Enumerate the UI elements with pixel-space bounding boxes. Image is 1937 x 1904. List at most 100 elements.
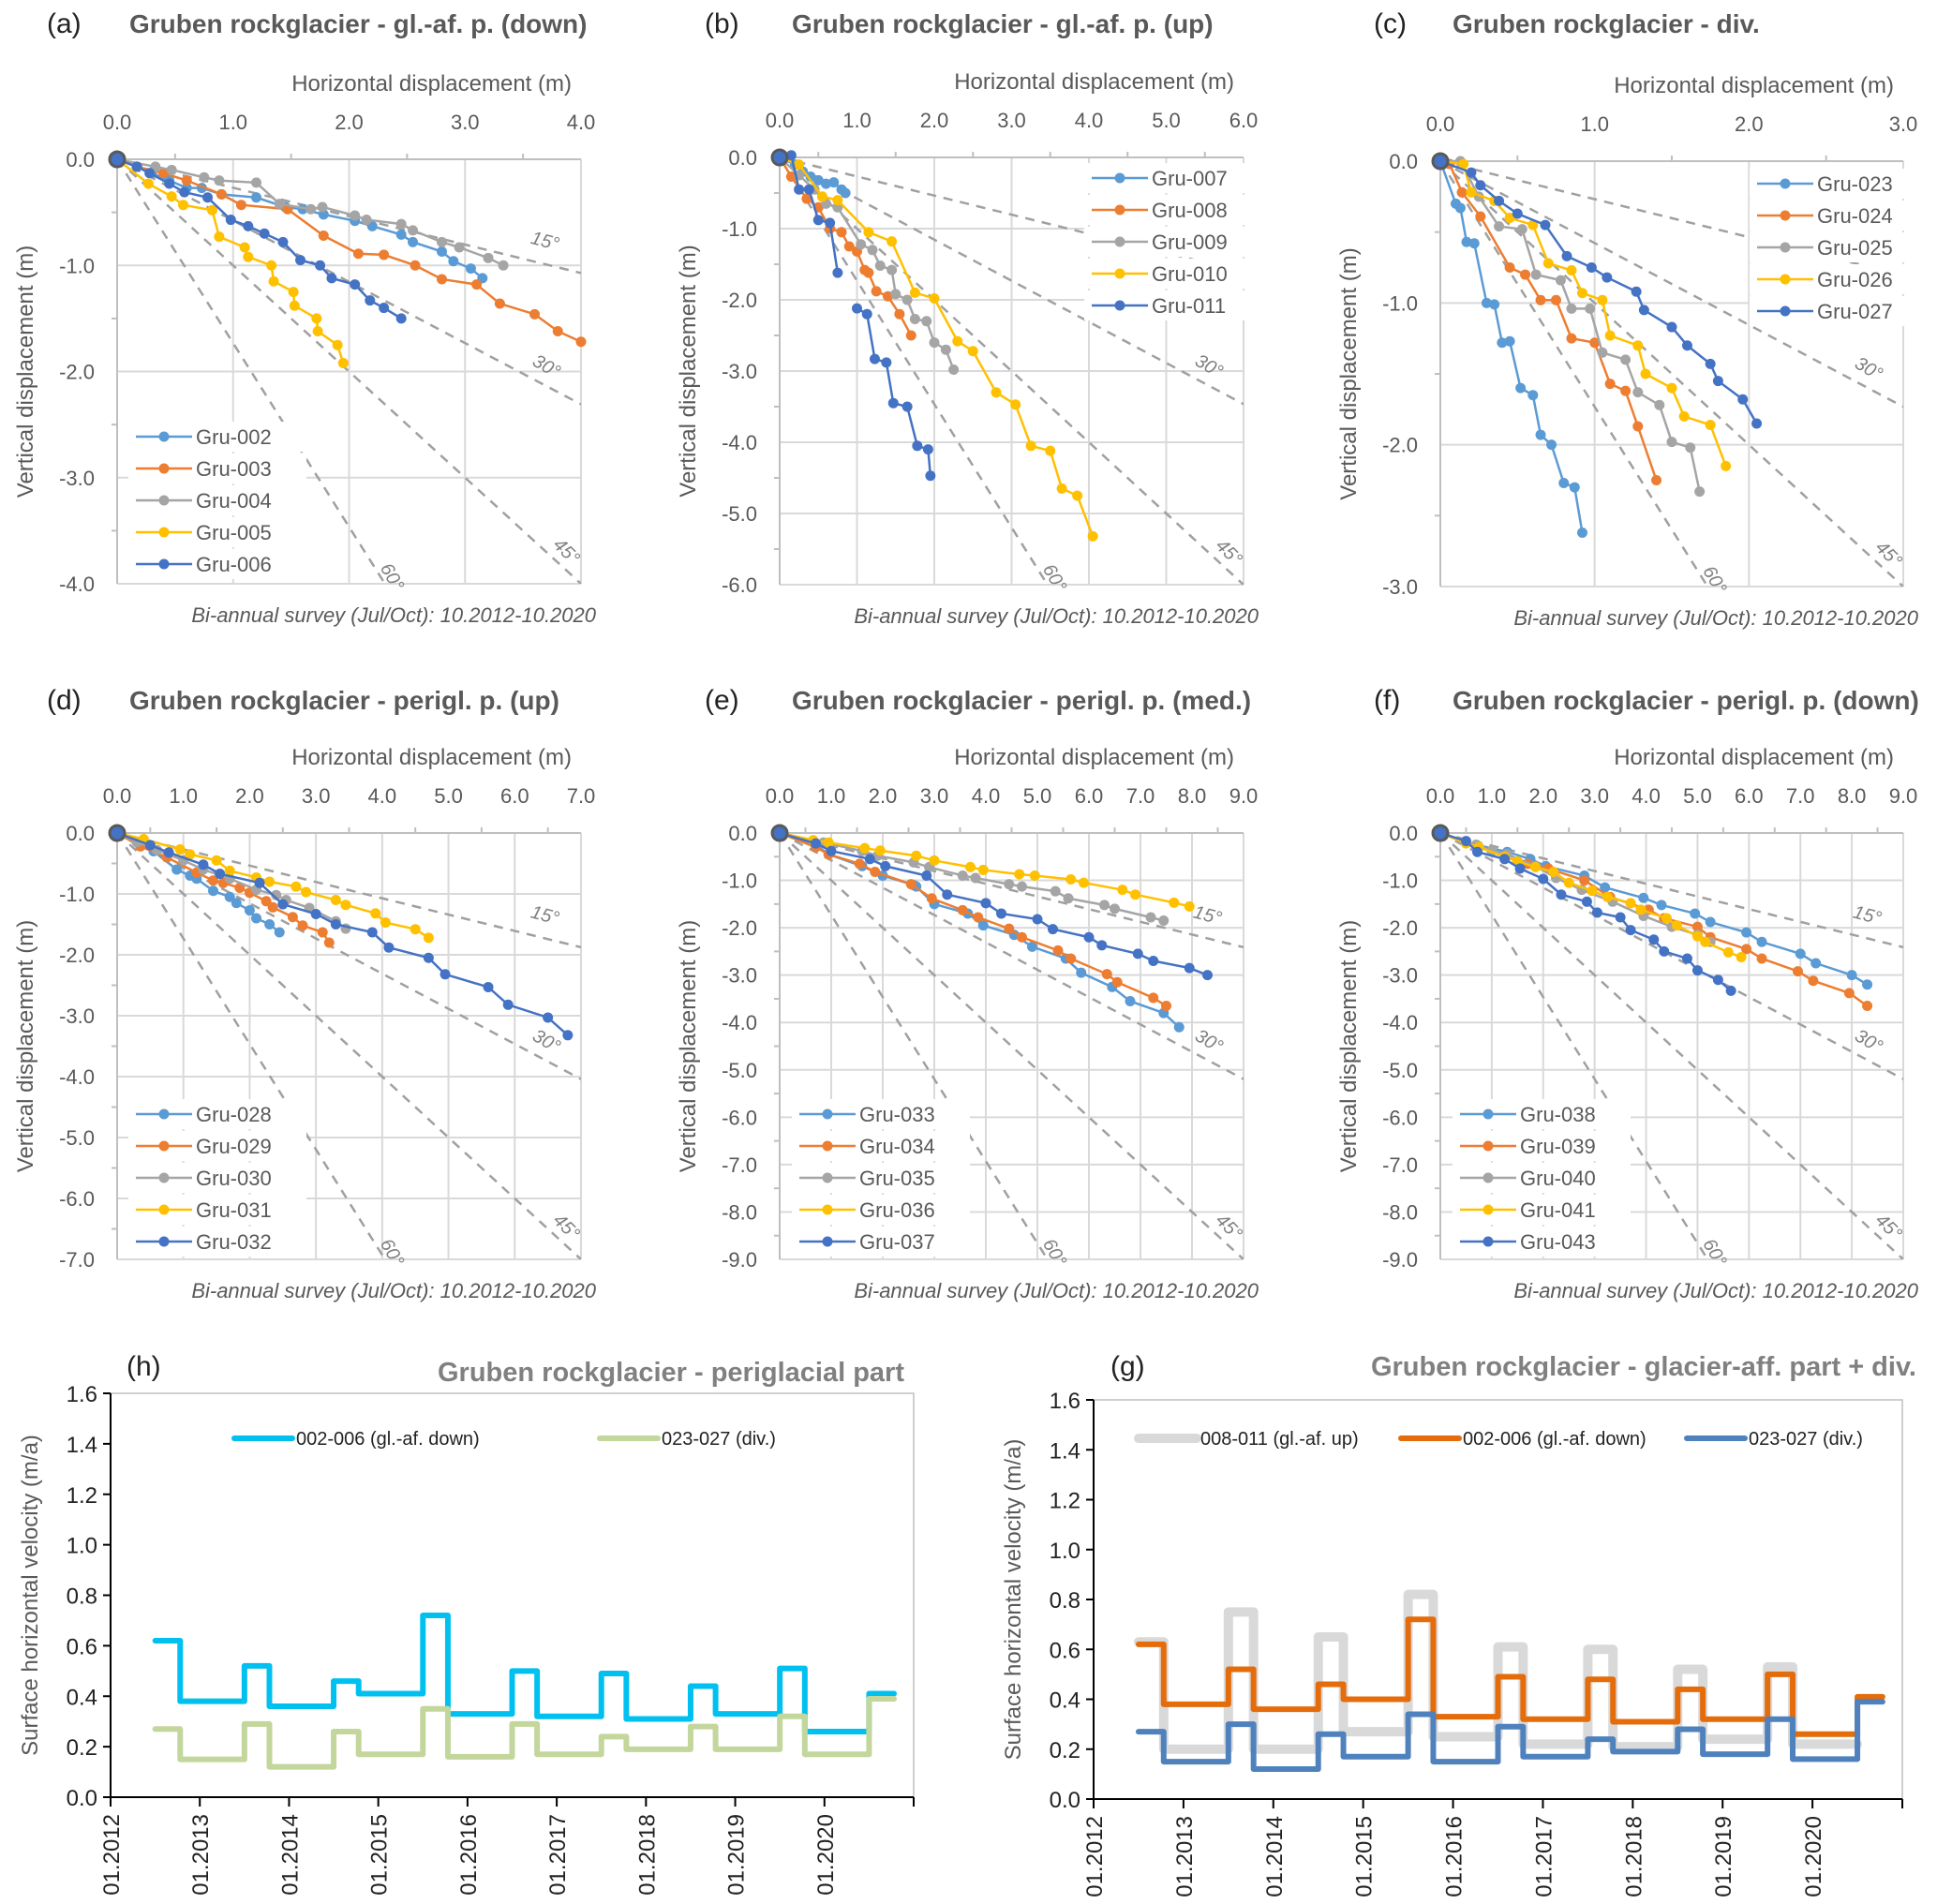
data-point [1489,299,1500,310]
data-point [310,908,321,919]
legend-marker [158,558,170,570]
y-tick-label: 0.6 [67,1634,97,1659]
x-tick-label: 6.0 [1075,784,1104,808]
data-point [1027,941,1037,952]
data-point [967,346,978,357]
data-point [1620,385,1632,396]
data-point [1466,186,1477,198]
legend-label: Gru-006 [196,553,272,576]
data-point [166,164,177,175]
x-tick-label: 01.2013 [188,1814,214,1896]
data-point [423,932,434,944]
angle-line-45 [1440,161,1903,587]
x-tick-label: 01.2020 [1801,1816,1826,1897]
data-point [215,869,226,880]
x-tick-label: 5.0 [1683,784,1712,808]
data-point [952,335,963,347]
data-point [142,178,154,189]
x-tick-label: 01.2016 [456,1814,482,1896]
data-point [267,901,278,913]
data-point [287,912,298,923]
legend-marker [1780,178,1791,189]
data-point [211,855,222,866]
data-point [288,287,299,298]
legend-label: Gru-028 [196,1103,272,1126]
legend-marker [1483,1204,1494,1215]
angle-line-30 [1440,161,1903,409]
y-tick-label: 0.0 [66,148,95,171]
data-point [350,279,361,290]
data-point [1148,992,1159,1004]
data-point [929,292,940,304]
data-point [870,866,881,877]
x-tick-label: 01.2017 [1531,1816,1557,1897]
legend-label: 023-027 (div.) [1749,1429,1863,1450]
chart-title: Gruben rockglacier - perigl. p. (med.) [792,686,1251,715]
y-axis-title: Vertical displacement (m) [1336,247,1362,499]
series-line-002-006 (gl.-af. down) [152,1613,898,1734]
angle-line-30 [117,833,581,1080]
data-point [379,249,390,260]
x-tick-label: 01.2019 [724,1814,750,1896]
data-point [832,201,843,213]
data-point [1558,478,1570,489]
data-point [254,877,265,888]
legend-label: 023-027 (div.) [662,1429,776,1450]
legend-label: Gru-031 [196,1198,272,1222]
y-tick-label: -6.0 [59,1187,95,1211]
series-line [779,831,1181,1029]
x-tick-label: 01.2012 [1082,1816,1108,1897]
y-axis-title: Vertical displacement (m) [13,920,38,1172]
data-point [437,246,447,258]
y-tick-label: -5.0 [59,1126,95,1150]
y-tick-label: 0.0 [1389,822,1418,845]
data-point [1681,340,1692,351]
legend-marker [1483,1236,1494,1247]
x-tick-label: 5.0 [434,784,463,808]
data-point [794,184,805,195]
data-point [1604,330,1616,341]
data-point [980,898,991,909]
legend: Gru-023 Gru-024 Gru-025 Gru-026 Gru-027 [1750,169,1928,326]
y-tick-label: -3.0 [722,964,757,988]
data-point [1576,288,1587,299]
y-tick-label: 0.4 [67,1685,97,1710]
series-line [779,831,1165,922]
x-tick-label: 01.2012 [99,1814,125,1896]
data-point [1079,877,1089,888]
data-point [1087,530,1098,542]
data-point [423,952,434,963]
y-tick-label: 0.0 [728,822,757,845]
y-tick-label: 0.8 [67,1584,97,1610]
data-point [178,200,189,211]
y-tick-label: 1.4 [1050,1438,1080,1464]
data-point [823,837,834,848]
data-point [1466,167,1477,178]
data-point [1681,953,1692,964]
x-tick-label: 8.0 [1178,784,1207,808]
data-point [1587,885,1598,897]
data-point [785,150,797,161]
legend-label: Gru-004 [196,489,272,513]
y-axis-title: Vertical displacement (m) [676,920,701,1172]
data-point [208,875,219,886]
chart-panel-f: (f) Gruben rockglacier - perigl. p. (down… [1336,685,1919,1302]
data-point [1602,272,1613,283]
data-point [311,313,322,324]
data-point [259,228,270,239]
angle-label-30: 30° [1191,1025,1226,1057]
x-tick-label: 6.0 [1229,109,1259,132]
angle-label-45: 45° [1871,537,1906,572]
angle-label-30: 30° [1191,350,1226,382]
series-Gru-006 [112,154,407,324]
data-point [1741,927,1752,938]
data-point [1158,915,1170,927]
data-point [1072,490,1083,501]
legend-marker [822,1172,833,1183]
legend-label: Gru-036 [859,1198,935,1222]
panel-label: (d) [47,685,82,716]
data-point [854,858,865,870]
legend-label: Gru-043 [1520,1230,1596,1254]
legend-marker [158,431,170,442]
